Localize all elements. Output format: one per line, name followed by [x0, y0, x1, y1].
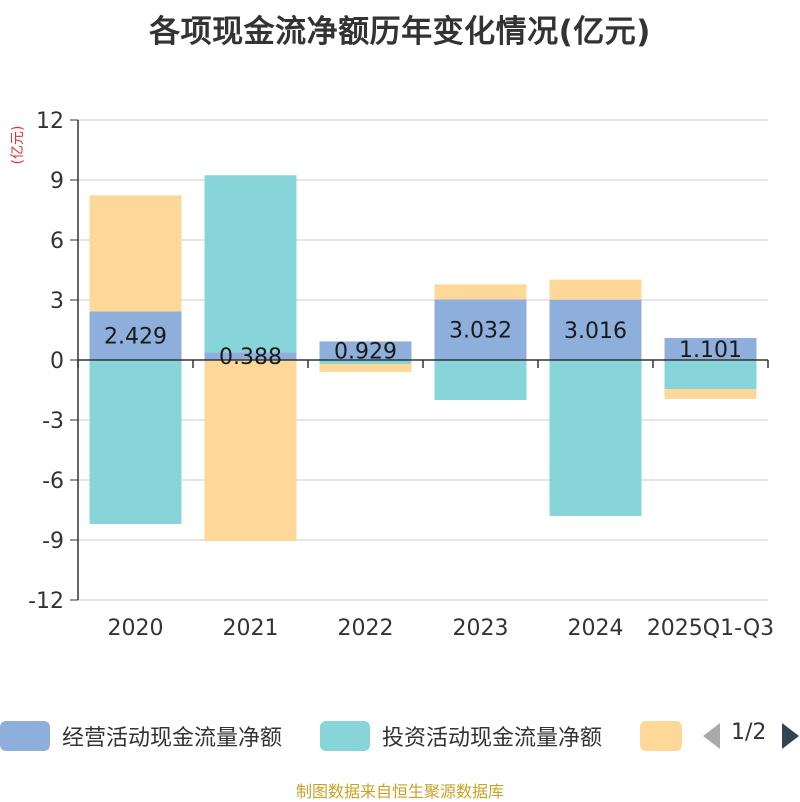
bar-series2-5 — [664, 389, 757, 399]
bar-series1-2 — [319, 360, 412, 364]
data-label: 2.429 — [104, 325, 167, 350]
bar-series1-4 — [549, 360, 642, 516]
legend-label-investing: 投资活动现金流量净额 — [382, 726, 603, 751]
bar-layer — [89, 175, 757, 541]
bar-series1-0 — [89, 360, 182, 524]
bar-series0-0 — [89, 311, 182, 360]
x-tick-label: 2021 — [223, 616, 279, 641]
legend-page-indicator: 1/2 — [731, 720, 767, 745]
y-tick-label: -12 — [28, 589, 64, 614]
legend-item-investing[interactable]: 投资活动现金流量净额 — [320, 716, 602, 756]
legend-prev-page-icon[interactable] — [703, 723, 720, 749]
x-tick-label: 2022 — [338, 616, 394, 641]
bar-series0-5 — [664, 337, 757, 360]
x-tick-label: 2025Q1-Q3 — [647, 616, 774, 641]
label-layer: 2.429 0.388 0.929 3.032 3.016 1.101 — [104, 319, 742, 370]
y-tick-label: 0 — [50, 349, 64, 374]
y-tick-label: 12 — [36, 109, 64, 134]
bar-series0-1 — [204, 352, 297, 360]
y-tick-label: -3 — [42, 409, 64, 434]
source-note: 制图数据来自恒生聚源数据库 — [295, 782, 504, 801]
chart-svg: 12 9 6 3 0 -3 -6 -9 -12 2020 2021 2022 2023 2024 2025Q… — [10, 109, 774, 641]
data-label: 1.101 — [679, 338, 742, 363]
legend: 经营活动现金流量净额 投资活动现金流量净额 1/2 — [0, 716, 800, 756]
legend-label-operating: 经营活动现金流量净额 — [62, 726, 283, 751]
data-label: 0.388 — [219, 345, 282, 370]
bar-series1-1 — [204, 175, 297, 353]
legend-next-page-icon[interactable] — [782, 723, 799, 749]
y-tick-label: 3 — [50, 289, 64, 314]
bar-series2-0 — [89, 195, 182, 312]
y-tick-label: 6 — [50, 229, 64, 254]
bar-series0-3 — [434, 299, 527, 360]
y-tick-label: 9 — [50, 169, 64, 194]
bar-series2-4 — [549, 279, 642, 300]
x-tick-label: 2024 — [568, 616, 624, 641]
bar-series2-3 — [434, 284, 527, 300]
data-label: 3.032 — [449, 319, 512, 344]
bar-series1-3 — [434, 360, 527, 400]
data-label: 0.929 — [334, 340, 397, 365]
data-label: 3.016 — [564, 319, 627, 344]
x-tick-label: 2023 — [453, 616, 509, 641]
bar-series1-5 — [664, 360, 757, 389]
y-tick-label: -6 — [42, 469, 64, 494]
bar-series2-2 — [319, 364, 412, 372]
legend-item-operating[interactable]: 经营活动现金流量净额 — [0, 716, 282, 756]
bar-series0-4 — [549, 299, 642, 360]
y-axis-unit-label: (亿元) — [10, 126, 26, 165]
legend-swatch-operating — [0, 721, 50, 751]
bar-series0-2 — [319, 341, 412, 360]
y-tick-label: -9 — [42, 529, 64, 554]
legend-item-financing[interactable] — [640, 716, 694, 756]
axis-layer: 12 9 6 3 0 -3 -6 -9 -12 2020 2021 2022 2023 2024 2025Q… — [28, 109, 774, 641]
legend-swatch-financing — [640, 721, 682, 751]
x-tick-label: 2020 — [108, 616, 164, 641]
legend-swatch-investing — [320, 721, 370, 751]
grid-layer — [78, 119, 768, 601]
bar-series2-1 — [204, 360, 297, 541]
chart-title: 各项现金流净额历年变化情况(亿元) — [149, 14, 651, 50]
